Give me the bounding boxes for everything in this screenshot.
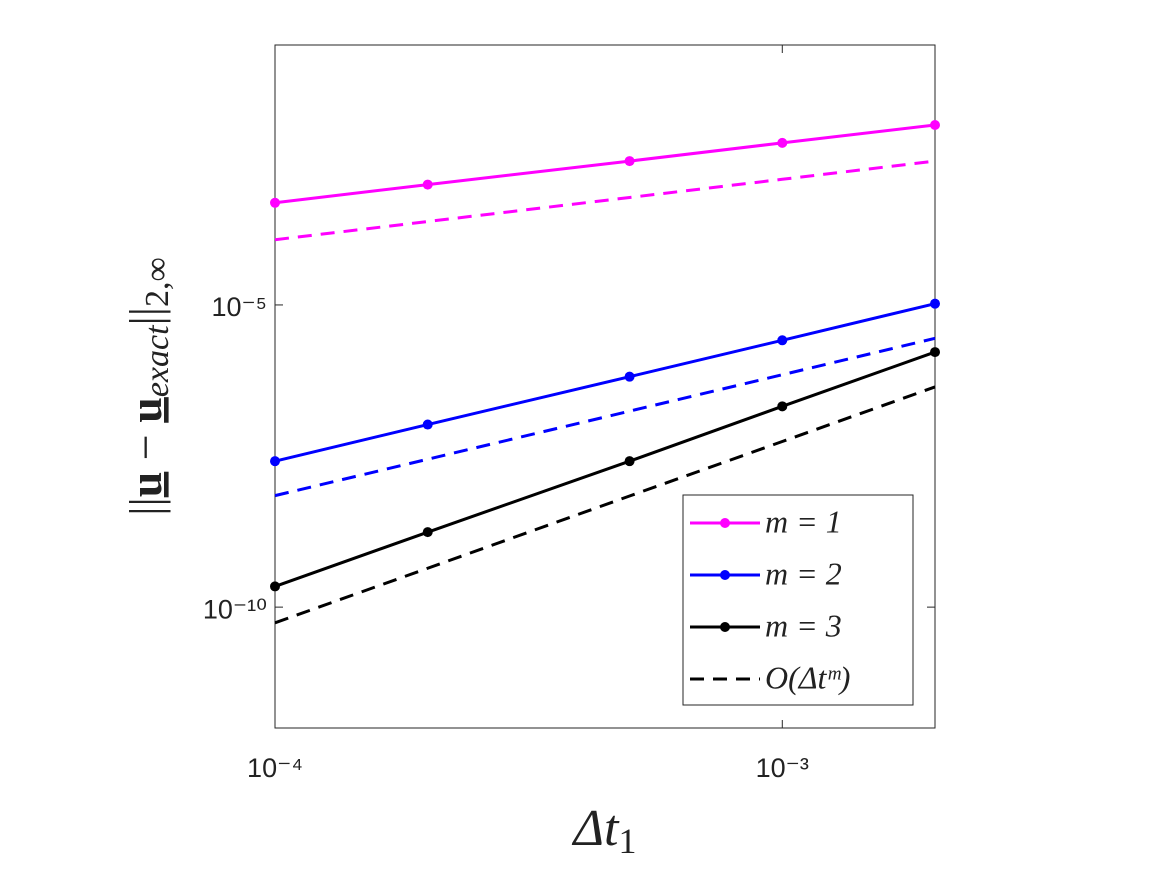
x-label-part: 1 bbox=[618, 821, 636, 861]
y-axis-label: ||u − uexact||2,∞ bbox=[120, 257, 176, 515]
marker bbox=[270, 197, 280, 208]
y-label-part: 2,∞ bbox=[139, 257, 176, 307]
marker bbox=[624, 156, 635, 167]
y-label-part: || bbox=[120, 497, 171, 515]
marker bbox=[930, 347, 940, 358]
marker bbox=[422, 419, 433, 430]
y-tick-label: 10⁻¹⁰ bbox=[203, 594, 267, 624]
x-tick-label: 10⁻³ bbox=[756, 753, 809, 783]
y-label-part: || bbox=[120, 307, 171, 325]
marker bbox=[624, 371, 635, 382]
legend bbox=[682, 494, 914, 706]
y-label-part: − bbox=[120, 423, 171, 472]
marker bbox=[422, 179, 433, 190]
marker bbox=[624, 456, 635, 467]
legend-label: O(Δtᵐ) bbox=[765, 659, 850, 695]
marker bbox=[777, 401, 788, 412]
legend-marker bbox=[720, 518, 730, 528]
x-label-part: Δt bbox=[572, 800, 621, 857]
marker bbox=[422, 527, 433, 538]
marker bbox=[270, 456, 280, 467]
legend-marker bbox=[720, 622, 730, 632]
y-label-part: exact bbox=[139, 324, 176, 397]
marker bbox=[930, 119, 940, 130]
marker bbox=[930, 298, 940, 309]
reference-line bbox=[274, 385, 936, 625]
reference-line bbox=[274, 336, 936, 498]
legend-label: m = 2 bbox=[765, 555, 842, 591]
y-label-part: u bbox=[120, 397, 171, 423]
marker bbox=[777, 335, 788, 346]
reference-line bbox=[274, 159, 936, 242]
x-tick-label: 10⁻⁴ bbox=[247, 753, 303, 783]
legend-label: m = 3 bbox=[765, 607, 842, 643]
y-label-part: u bbox=[120, 472, 171, 498]
x-axis-label: Δt1 bbox=[572, 800, 637, 861]
legend-label: m = 1 bbox=[765, 503, 842, 539]
marker bbox=[777, 137, 788, 148]
marker bbox=[270, 581, 280, 592]
legend-marker bbox=[720, 570, 730, 580]
y-tick-label: 10⁻⁵ bbox=[212, 292, 267, 322]
